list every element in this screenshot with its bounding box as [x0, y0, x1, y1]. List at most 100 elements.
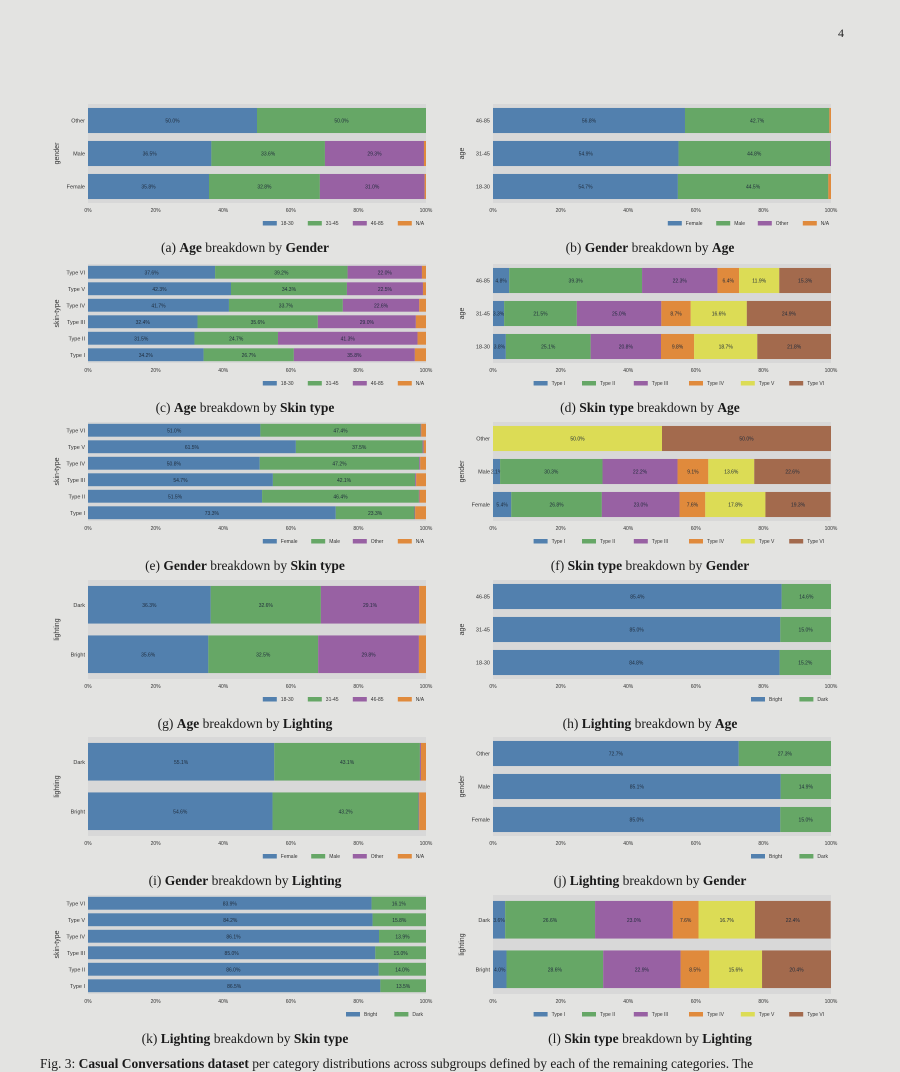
category-label: Type III [67, 478, 86, 484]
bar-segment-n-a [423, 440, 426, 454]
caption-part: Lighting [702, 1031, 752, 1046]
legend-item: Type III [633, 1012, 668, 1018]
bar-segment-type-iv [677, 458, 709, 485]
bar-segment-18-30 [88, 298, 229, 312]
data-label: 13.6% [724, 470, 739, 476]
legend-item: N/A [397, 539, 425, 545]
data-label: 84.2% [223, 918, 238, 924]
data-label: 29.0% [360, 320, 375, 326]
data-label: 86.5% [227, 984, 242, 990]
legend-item: Male [311, 854, 340, 860]
legend-item: 18-30 [262, 221, 294, 227]
category-label: 31-45 [476, 152, 490, 158]
bar-segment-bright [493, 740, 739, 767]
x-tick-label: 40% [623, 208, 634, 214]
legend-swatch [311, 854, 326, 859]
x-tick-label: 80% [353, 841, 364, 847]
category-label: Female [472, 818, 490, 824]
category-label: Type IV [66, 934, 85, 940]
legend-item: Bright [751, 854, 783, 860]
bar-segment-n-a [421, 423, 426, 437]
chart-a: gender Other 50.0% 50.0% Male 36.5% 33.6% 29.3%… [50, 102, 440, 232]
data-label: 22.0% [378, 270, 393, 276]
bar-segment-18-30 [88, 107, 257, 134]
category-label: Female [67, 185, 85, 191]
category-label: Type III [67, 951, 86, 957]
category-label: Dark [73, 603, 85, 609]
chart-svg-i: lighting Dark 55.1% 43.1% Bright 54.6% 43.2% 0%… [54, 737, 433, 860]
data-label: 50.0% [334, 119, 349, 125]
legend-label: Type V [759, 539, 775, 545]
caption-h: (h) Lighting breakdown by Age [440, 716, 860, 732]
x-tick-label: 100% [825, 684, 838, 690]
figure-caption-rest: per category distributions across subgro… [248, 1056, 754, 1071]
caption-k: (k) Lighting breakdown by Skin type [35, 1031, 455, 1047]
bar-segment-male [259, 456, 420, 470]
legend-label: Male [329, 854, 340, 860]
legend-item: Type IV [689, 539, 725, 545]
bar-segment-bright [88, 913, 373, 927]
bar-segment-46-85 [324, 140, 424, 167]
data-label: 11.9% [752, 279, 766, 285]
chart-svg-c: skin-type Type VI 37.6% 39.2% 22.0% Type V 42.… [54, 264, 433, 387]
x-tick-label: 60% [691, 841, 702, 847]
x-tick-label: 0% [84, 841, 92, 847]
legend-item: Male [311, 539, 340, 545]
legend-item: Type III [633, 381, 668, 387]
legend-item: Type VI [789, 381, 824, 387]
caption-j: (j) Lighting breakdown by Gender [440, 873, 860, 889]
legend-item: Type II [582, 1012, 615, 1018]
legend-swatch [397, 539, 412, 544]
data-label: 25.0% [612, 312, 627, 318]
legend-swatch [311, 539, 326, 544]
x-tick-label: 40% [623, 368, 634, 374]
bar-segment-n-a [419, 585, 426, 624]
category-label: Other [476, 437, 490, 443]
bar-segment-dark [375, 946, 426, 960]
bar-segment-female [88, 456, 260, 470]
bar-segment-46-85 [346, 282, 423, 296]
bar-segment-bright [493, 583, 782, 610]
data-label: 22.6% [374, 303, 389, 309]
category-label: 46-85 [476, 595, 490, 601]
legend-swatch [262, 697, 277, 702]
legend-swatch [751, 854, 765, 859]
bar-segment-type-iv [661, 300, 691, 327]
caption-part: Age [717, 400, 740, 415]
category-label: Female [472, 503, 490, 509]
bar-segment-type-iii [602, 458, 678, 485]
y-axis-title: age [459, 148, 466, 160]
bar-segment-type-i [493, 267, 510, 294]
bar-segment-18-30 [88, 331, 195, 345]
category-label: 31-45 [476, 312, 490, 318]
data-label: 54.7% [578, 185, 593, 191]
data-label: 50.0% [165, 119, 180, 125]
category-label: Male [73, 152, 85, 158]
legend-item: Dark [394, 1012, 423, 1018]
chart-svg-j: gender Other 72.7% 27.3% Male 85.1% 14.9% Femal… [459, 737, 838, 860]
bar-segment-male [335, 506, 415, 520]
bar-segment-other [414, 506, 416, 520]
legend-item: Other [352, 539, 384, 545]
x-tick-label: 80% [353, 526, 364, 532]
legend-label: Type V [759, 1012, 775, 1018]
bar-segment-type-ii [500, 458, 603, 485]
x-tick-label: 0% [489, 526, 497, 532]
caption-b: (b) Gender breakdown by Age [440, 240, 860, 256]
caption-part: Age [714, 716, 738, 731]
data-label: 21.5% [533, 312, 548, 318]
bar-segment-female [493, 140, 679, 167]
data-label: 39.2% [274, 270, 289, 276]
bar-segment-n-a [414, 348, 426, 362]
data-label: 26.8% [549, 503, 564, 509]
legend-item: Type V [740, 381, 775, 387]
data-label: 32.8% [257, 185, 272, 191]
data-label: 8.5% [689, 967, 701, 973]
category-label: Type I [70, 511, 85, 517]
x-tick-label: 0% [489, 368, 497, 374]
chart-e: skin-type Type VI 51.0% 47.4% Type V 61.5% 37.… [50, 420, 440, 550]
data-label: 21.8% [787, 345, 802, 351]
data-label: 24.9% [782, 312, 797, 318]
bar-segment-female [88, 440, 296, 454]
data-label: 15.3% [798, 279, 813, 285]
